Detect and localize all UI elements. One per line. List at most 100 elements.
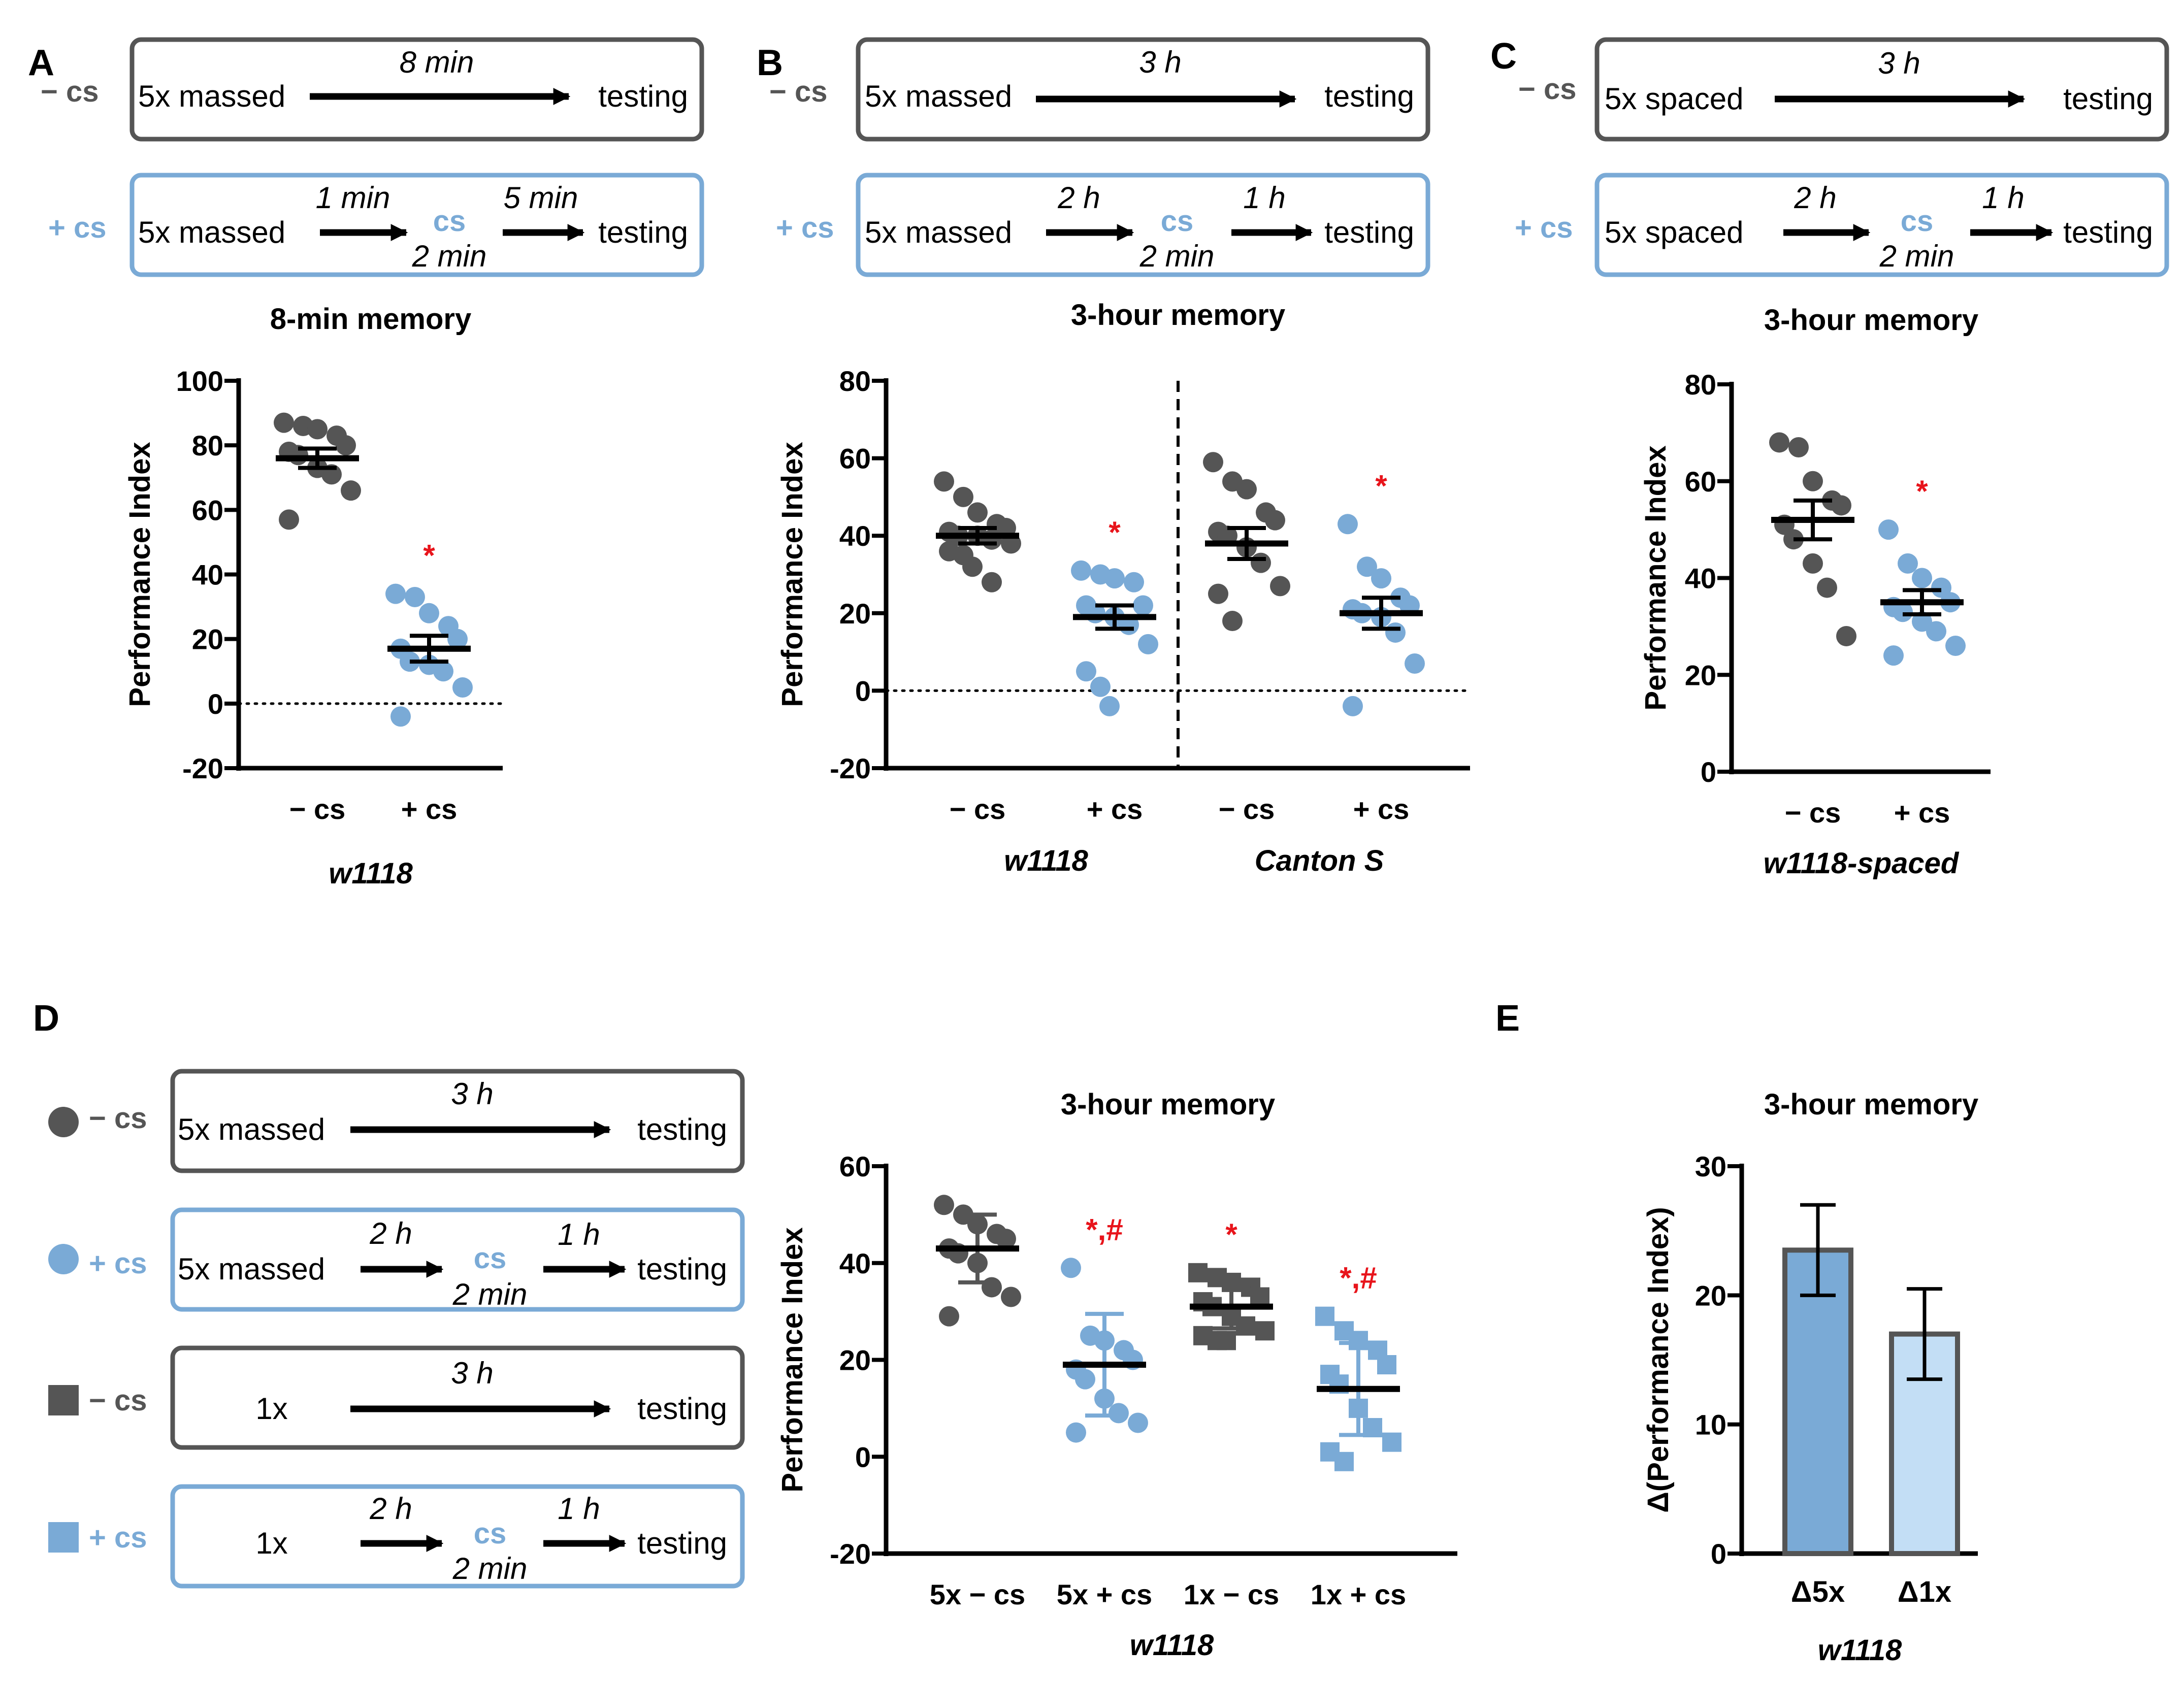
data-point xyxy=(405,587,425,608)
significance-marker: * xyxy=(1109,515,1121,549)
data-point xyxy=(419,603,439,623)
interval-label: 2 h xyxy=(1794,181,1836,215)
data-point xyxy=(982,1277,1002,1298)
data-point xyxy=(390,706,411,727)
cs-duration-label: 2 min xyxy=(412,239,487,273)
testing-label: testing xyxy=(637,1526,727,1560)
panel-letter-E: E xyxy=(1495,998,1520,1039)
training-label: 5x spaced xyxy=(1605,82,1744,116)
data-point xyxy=(1222,611,1243,632)
legend-circle-dark xyxy=(48,1107,79,1137)
testing-label: testing xyxy=(2063,215,2153,249)
significance-marker: *,# xyxy=(1340,1261,1377,1295)
data-point-square xyxy=(1188,1263,1208,1282)
panel-letter-D: D xyxy=(33,998,59,1039)
legend-minus-cs: − cs xyxy=(769,75,828,108)
data-point xyxy=(1371,568,1391,589)
legend-minus-cs: − cs xyxy=(41,75,99,108)
interval-label: 3 h xyxy=(451,1077,493,1111)
cs-duration-label: 2 min xyxy=(1139,239,1215,273)
legend-plus-cs: + cs xyxy=(1515,211,1573,244)
data-point-square xyxy=(1236,1316,1255,1336)
panel-letter-C: C xyxy=(1490,36,1517,77)
data-point-square xyxy=(1255,1321,1275,1341)
interval-label: 1 h xyxy=(1243,181,1285,215)
interval-label: 3 h xyxy=(1878,46,1920,80)
cs-label: cs xyxy=(433,205,466,238)
x-tick-label: − cs xyxy=(1219,793,1275,825)
data-point xyxy=(1893,602,1913,622)
data-point xyxy=(1203,452,1223,473)
interval-label: 3 h xyxy=(1139,45,1181,79)
y-axis-label: Δ(Performance Index) xyxy=(1642,1207,1675,1513)
y-tick-label: 40 xyxy=(839,1247,871,1279)
x-tick-label: Δ1x xyxy=(1898,1575,1951,1608)
y-tick-label: 20 xyxy=(1695,1279,1726,1311)
y-tick-label: 80 xyxy=(1685,369,1716,401)
data-point xyxy=(1338,514,1358,535)
legend-square-blue xyxy=(48,1522,79,1553)
legend-label: − cs xyxy=(89,1102,147,1135)
y-tick-label: 20 xyxy=(839,1344,871,1376)
data-point xyxy=(447,629,468,649)
chart-D: 3-hour memory Performance Index -20 0 20 40 60… xyxy=(776,1088,1457,1662)
testing-label: testing xyxy=(2063,82,2153,116)
x-tick-label: + cs xyxy=(401,793,458,825)
data-point xyxy=(1878,519,1899,540)
testing-label: testing xyxy=(637,1392,727,1426)
protocol-box-plus xyxy=(170,1484,745,1589)
x-tick-label: 1x + cs xyxy=(1311,1578,1406,1610)
data-point xyxy=(307,419,328,440)
data-point xyxy=(939,1306,959,1327)
interval-label: 3 h xyxy=(451,1356,493,1390)
x-axis-group-label: w1118 xyxy=(1130,1629,1214,1662)
chart-C: 3-hour memory Performance Index 0 20 40 60 80 w… xyxy=(1639,304,1991,880)
chart-title: 3-hour memory xyxy=(1764,304,1978,337)
x-tick-label: + cs xyxy=(1894,797,1950,829)
data-point xyxy=(1788,437,1809,457)
significance-marker: * xyxy=(1225,1217,1237,1251)
panel-D-protocols: − cs 5x massed 3 h testing + cs 5x masse… xyxy=(48,1069,745,1589)
training-label: 5x massed xyxy=(178,1112,325,1146)
interval-label: 2 h xyxy=(369,1492,412,1526)
y-tick-label: 100 xyxy=(176,365,223,397)
x-tick-label: + cs xyxy=(1087,793,1143,825)
data-point xyxy=(1926,621,1946,642)
data-point xyxy=(1831,495,1851,516)
panel-B-protocol: B − cs 5x massed 3 h testing + cs 5x mas… xyxy=(757,37,1430,277)
y-tick-label: -20 xyxy=(830,752,871,784)
data-point xyxy=(934,1195,954,1215)
interval-label: 1 min xyxy=(316,181,390,215)
x-axis-group-label: w1118 xyxy=(1004,844,1088,877)
protocol-box-minus xyxy=(170,1345,745,1450)
panel-letter-A: A xyxy=(28,43,54,83)
interval-label: 2 h xyxy=(369,1216,412,1250)
data-point xyxy=(1133,595,1153,616)
data-point xyxy=(1817,577,1837,598)
chart-title: 3-hour memory xyxy=(1061,1088,1275,1121)
cs-duration-label: 2 min xyxy=(452,1277,528,1311)
y-tick-label: 20 xyxy=(192,623,223,655)
data-point xyxy=(336,435,356,456)
data-point xyxy=(982,529,1002,550)
protocol-box-minus xyxy=(856,37,1430,142)
testing-label: testing xyxy=(598,79,688,113)
data-point xyxy=(341,480,361,501)
data-point xyxy=(1883,645,1904,666)
data-point xyxy=(1124,572,1144,592)
chart-E: 3-hour memory Δ(Performance Index) 0 10 20 30… xyxy=(1642,1088,1978,1667)
data-point-square xyxy=(1377,1355,1396,1375)
x-tick-label: + cs xyxy=(1353,793,1410,825)
x-axis-group-label: w1118 xyxy=(1818,1634,1902,1667)
data-point-square xyxy=(1334,1452,1354,1471)
data-point xyxy=(1076,661,1096,682)
data-point xyxy=(1769,432,1789,453)
data-point xyxy=(1109,1403,1129,1424)
x-tick-label: 5x − cs xyxy=(930,1578,1025,1610)
y-tick-label: 0 xyxy=(208,688,223,720)
data-point xyxy=(1385,622,1406,643)
protocol-box-plus xyxy=(856,173,1430,277)
cs-label: cs xyxy=(1161,205,1194,238)
data-point xyxy=(1071,560,1091,581)
y-tick-label: 0 xyxy=(1701,756,1716,788)
